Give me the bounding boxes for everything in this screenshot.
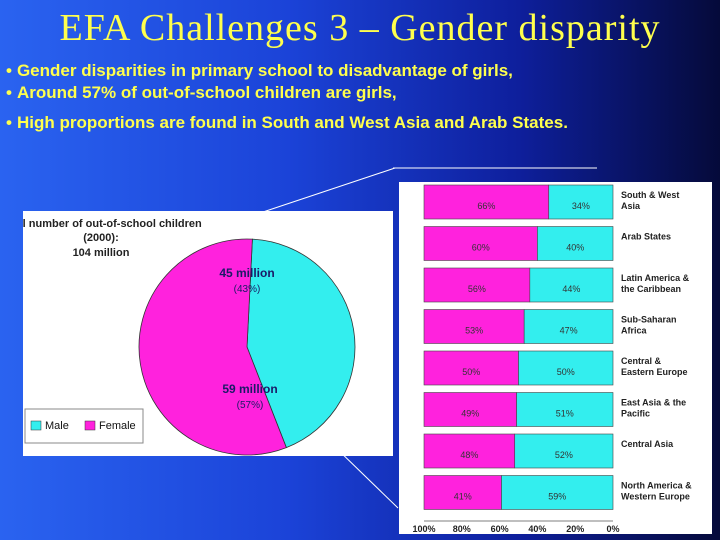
- bar-x-tick-label: 20%: [566, 524, 584, 534]
- legend-swatch-female: [84, 420, 96, 431]
- pie-label-male-value: 45 million: [219, 266, 274, 280]
- legend-label-male: Male: [45, 420, 69, 432]
- pie-label-female-percent: (57%): [237, 400, 264, 411]
- bullet-icon: •: [6, 61, 12, 80]
- bar-x-axis: 100% 80% 60% 40% 20% 0%: [412, 520, 620, 534]
- bullet-icon: •: [6, 83, 12, 102]
- bar-female: [423, 309, 525, 344]
- bar-category-label: Central Asia: [621, 439, 674, 449]
- bar-label-female: 66%: [477, 201, 495, 211]
- bar-female: [423, 350, 519, 386]
- bar-category-line: Central &: [621, 356, 662, 366]
- bullet-text: High proportions are found in South and …: [16, 113, 568, 132]
- bar-label-female: 49%: [461, 409, 479, 419]
- bar-category-label: Latin America & the Caribbean: [621, 273, 690, 294]
- bar-female: [423, 433, 516, 469]
- bar-female: [423, 392, 517, 427]
- bar-label-male: 44%: [562, 284, 580, 294]
- bar-label-male: 52%: [555, 450, 573, 460]
- bullet-icon: •: [6, 113, 12, 132]
- bar-label-female: 56%: [468, 284, 486, 294]
- bar-category-line: the Caribbean: [621, 284, 681, 294]
- bar-female: [423, 226, 538, 261]
- bar-male: [529, 267, 614, 303]
- bar-male: [501, 475, 614, 510]
- bar-rows: 66% 34% South & West Asia 60% 40% Arab States 5…: [423, 184, 692, 510]
- bullet-item: • Gender disparities in primary school to…: [6, 60, 716, 82]
- pie-label-female-value: 59 million: [222, 382, 277, 396]
- bar-category-line: South & West: [621, 190, 679, 200]
- pie-subtitle: 104 million: [73, 247, 130, 259]
- bar-female: [423, 267, 531, 303]
- bar-female: [423, 475, 502, 510]
- bar-label-female: 50%: [462, 367, 480, 377]
- bar-male: [548, 184, 614, 220]
- slide-title: EFA Challenges 3 – Gender disparity: [59, 7, 661, 49]
- pie-slice-male: [246, 238, 356, 449]
- pie-legend-box: [24, 408, 144, 444]
- bullet-item: • Around 57% of out-of-school children ar…: [6, 82, 716, 104]
- pie-legend: Male Female: [24, 408, 144, 444]
- bar-category-label: North America & Western Europe: [621, 481, 692, 502]
- bullet-text: Gender disparities in primary school to …: [16, 61, 513, 80]
- bar-x-tick-label: 80%: [453, 524, 471, 534]
- bar-category-line: Latin America &: [621, 273, 690, 283]
- bar-x-tick-label: 60%: [491, 524, 509, 534]
- bullet-text: Around 57% of out-of-school children are…: [16, 83, 397, 102]
- bar-male: [516, 392, 614, 427]
- stacked-bar-chart: 66% 34% South & West Asia 60% 40% Arab States 5…: [412, 184, 692, 534]
- bar-category-label: East Asia & the Pacific: [621, 398, 686, 419]
- bar-chart-panel: 66% 34% South & West Asia 60% 40% Arab States 5…: [399, 182, 712, 534]
- pie-chart-panel: Total number of out-of-school children (2…: [0, 211, 393, 456]
- bar-category-line: Africa: [621, 326, 648, 336]
- bar-category-line: Arab States: [621, 232, 671, 242]
- connector-line-top: [262, 167, 396, 213]
- bar-label-male: 50%: [557, 367, 575, 377]
- pie-title-line: Total number of out-of-school children: [23, 218, 202, 230]
- bar-label-male: 34%: [572, 201, 590, 211]
- bar-label-male: 47%: [560, 326, 578, 336]
- bar-male: [514, 433, 614, 469]
- pie-label-male-percent: (43%): [234, 284, 261, 295]
- bar-x-tick-label: 100%: [412, 524, 435, 534]
- pie-slice-female: [138, 238, 287, 456]
- bar-male: [518, 350, 614, 386]
- bar-label-male: 51%: [556, 409, 574, 419]
- bar-category-line: North America &: [621, 481, 692, 491]
- bar-category-line: Sub-Saharan: [621, 315, 677, 325]
- legend-label-female: Female: [99, 420, 136, 432]
- bar-x-tick-label: 0%: [606, 524, 619, 534]
- bar-category-line: Central Asia: [621, 439, 674, 449]
- bar-label-male: 40%: [566, 243, 584, 253]
- bar-label-male: 59%: [548, 492, 566, 502]
- bar-category-label: Sub-Saharan Africa: [621, 315, 677, 336]
- legend-swatch-male: [30, 420, 42, 431]
- bar-male: [523, 309, 614, 344]
- pie-title-line: (2000):: [83, 232, 118, 244]
- bar-category-label: South & West Asia: [621, 190, 679, 211]
- bar-label-female: 41%: [454, 492, 472, 502]
- pie-title: Total number of out-of-school children (2…: [23, 218, 202, 244]
- bar-label-female: 48%: [460, 450, 478, 460]
- bar-female: [423, 184, 550, 220]
- bullet-item: • High proportions are found in South and…: [6, 112, 716, 134]
- bar-category-line: Asia: [621, 201, 641, 211]
- bar-category-line: Pacific: [621, 409, 650, 419]
- pie-chart: Total number of out-of-school children (2…: [0, 218, 356, 456]
- bar-x-tick-label: 40%: [528, 524, 546, 534]
- bar-category-line: Western Europe: [621, 492, 690, 502]
- bar-male: [537, 226, 614, 261]
- bar-label-female: 53%: [465, 326, 483, 336]
- pie-slices: [138, 238, 356, 456]
- bar-category-line: Eastern Europe: [621, 367, 688, 377]
- bar-category-label: Arab States: [621, 232, 671, 242]
- bar-category-label: Central & Eastern Europe: [621, 356, 688, 377]
- bullet-list: • Gender disparities in primary school to…: [6, 60, 716, 134]
- bar-category-line: East Asia & the: [621, 398, 686, 408]
- bar-label-female: 60%: [472, 243, 490, 253]
